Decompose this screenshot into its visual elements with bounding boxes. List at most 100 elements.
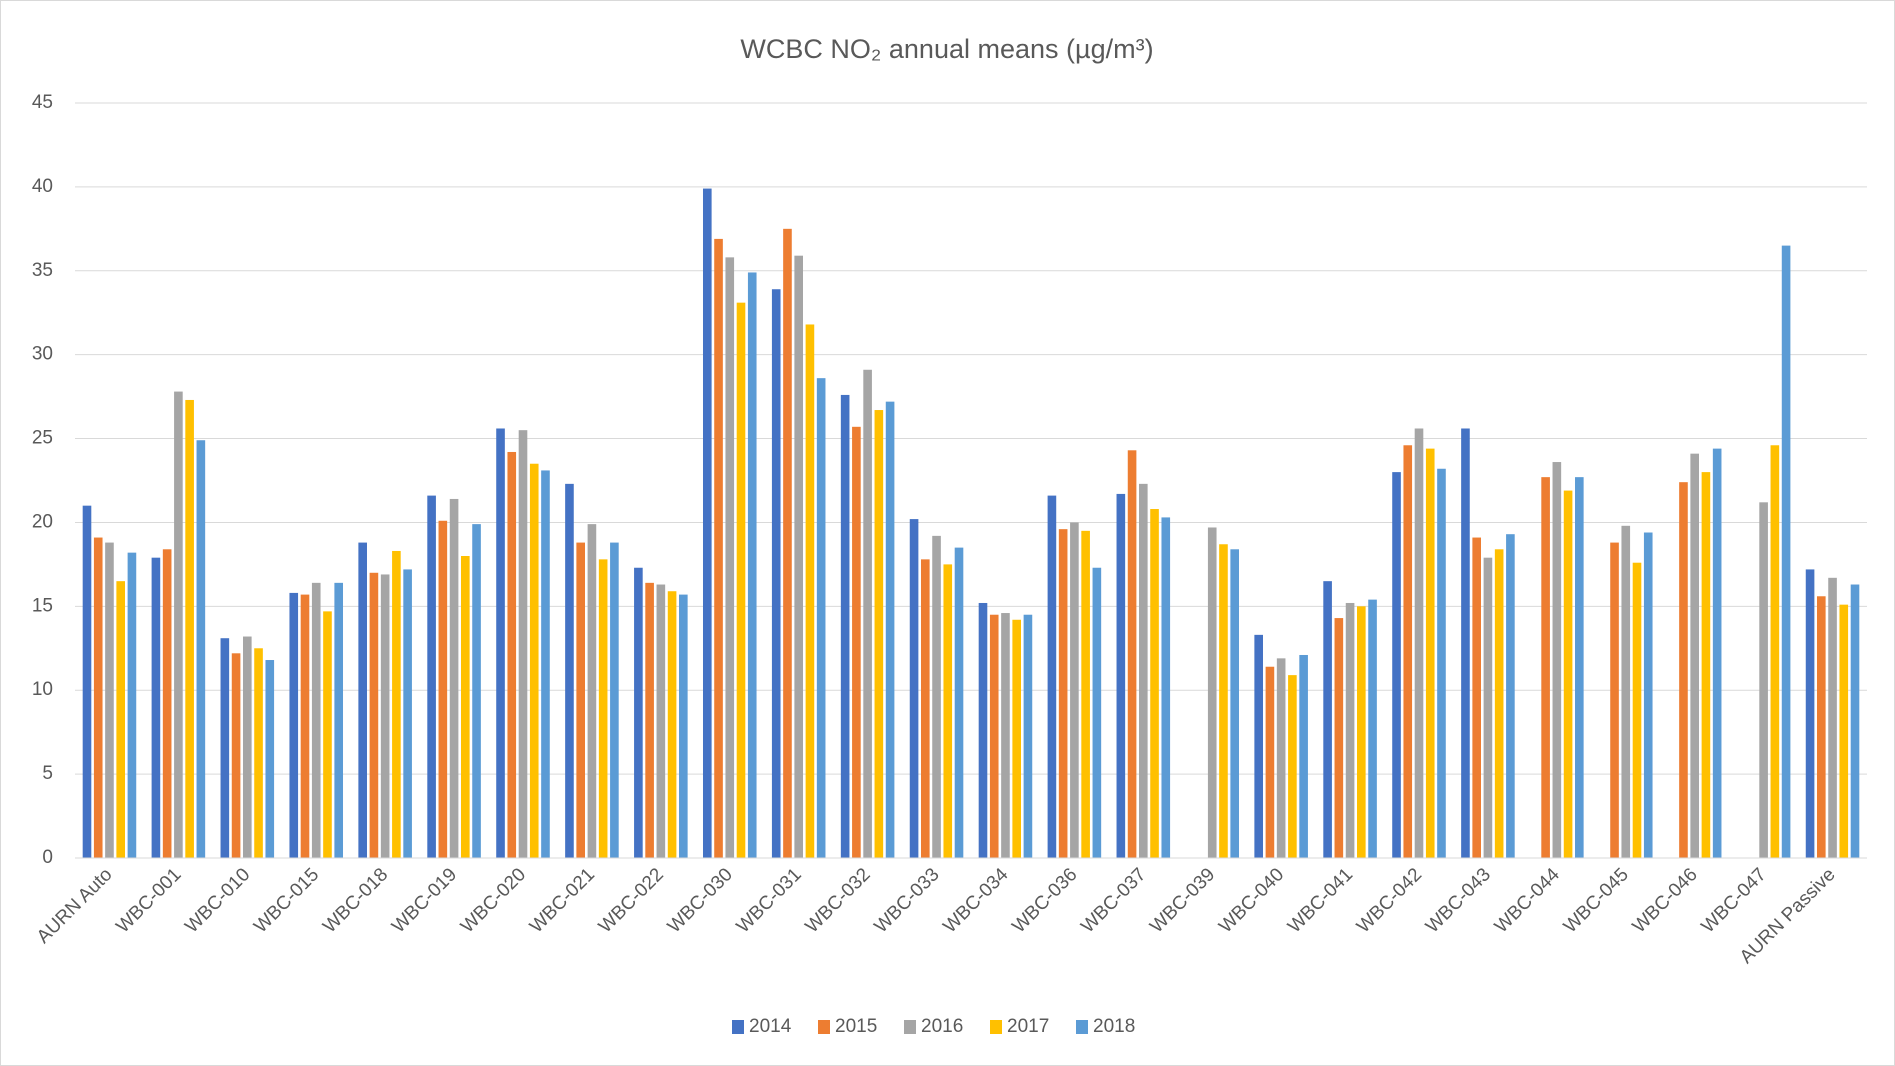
bar (1023, 614, 1033, 858)
bar (1357, 606, 1366, 858)
y-tick-label: 15 (32, 595, 53, 616)
bar (427, 495, 436, 858)
bar (1632, 562, 1642, 858)
bar (736, 302, 746, 859)
bar (529, 463, 539, 858)
bar (1850, 584, 1860, 858)
bar (1552, 462, 1562, 858)
bar (1323, 581, 1332, 858)
bar (93, 537, 103, 858)
bar (920, 559, 930, 858)
bar (747, 272, 757, 858)
bar (1506, 534, 1515, 858)
bar (185, 399, 194, 858)
bar (840, 394, 850, 858)
bar (816, 378, 826, 858)
legend-swatch (1076, 1020, 1088, 1034)
bar (1643, 532, 1653, 858)
bar (1127, 450, 1137, 858)
legend-label: 2015 (835, 1016, 877, 1037)
bar (1047, 495, 1057, 858)
bar (196, 440, 206, 858)
bar (1001, 613, 1010, 858)
bar (82, 505, 92, 858)
bar (852, 426, 861, 858)
bar (1575, 477, 1584, 858)
bar (576, 542, 585, 858)
bar (932, 535, 941, 858)
bar (1805, 569, 1815, 858)
bar (1828, 577, 1837, 858)
bar (1483, 557, 1493, 858)
bar (645, 582, 654, 858)
bar (162, 549, 172, 858)
bar (1494, 549, 1504, 858)
legend-label: 2017 (1007, 1016, 1049, 1037)
bar (1081, 530, 1090, 858)
bar (358, 542, 367, 858)
bar (565, 483, 574, 858)
y-tick-label: 30 (32, 344, 53, 365)
bar (220, 638, 230, 858)
y-tick-label: 45 (32, 92, 53, 113)
bar (1368, 599, 1377, 858)
bar (1679, 482, 1688, 858)
bar (1816, 596, 1826, 858)
bar (127, 552, 137, 858)
bar (1712, 448, 1722, 858)
bar (1403, 445, 1413, 858)
bar (438, 520, 448, 858)
bar (1207, 527, 1217, 858)
bar (1621, 525, 1631, 858)
bar (1472, 537, 1481, 858)
bar (1345, 602, 1355, 858)
bar (472, 524, 481, 858)
bar (1425, 448, 1435, 858)
bar (334, 582, 344, 858)
bar (909, 519, 919, 858)
bar (1541, 477, 1550, 858)
bar (656, 584, 666, 858)
y-tick-label: 25 (32, 428, 53, 449)
bar (794, 255, 803, 858)
bar (1139, 483, 1148, 858)
bar (1058, 529, 1068, 858)
bar (1770, 445, 1780, 858)
legend-swatch (732, 1020, 744, 1034)
bar (151, 557, 161, 858)
bar (598, 559, 608, 858)
bar (541, 470, 550, 858)
bar (1461, 428, 1470, 858)
y-tick-label: 0 (42, 847, 53, 868)
bar (725, 257, 735, 858)
bar (714, 238, 723, 858)
bar (874, 410, 884, 858)
bar (805, 324, 815, 858)
bar (403, 569, 412, 858)
bar (667, 591, 677, 858)
bar (231, 653, 241, 858)
bar (1116, 493, 1126, 858)
bar (243, 636, 252, 858)
legend-swatch (990, 1020, 1002, 1034)
bar (311, 582, 321, 858)
legend-label: 2018 (1093, 1016, 1135, 1037)
bar (449, 498, 459, 858)
bar (116, 581, 126, 858)
bar (1334, 618, 1344, 858)
chart-title: WCBC NO₂ annual means (µg/m³) (740, 34, 1153, 64)
bar (392, 550, 401, 858)
bar (507, 451, 517, 858)
bar (1288, 675, 1297, 858)
bar (1150, 509, 1159, 858)
legend-swatch (818, 1020, 830, 1034)
y-tick-label: 40 (32, 176, 53, 197)
bar (1392, 472, 1401, 858)
bar (1161, 517, 1171, 858)
bar (679, 594, 688, 858)
bar (1230, 549, 1240, 858)
bar (254, 648, 263, 858)
y-tick-label: 35 (32, 260, 53, 281)
legend-label: 2014 (749, 1016, 792, 1037)
